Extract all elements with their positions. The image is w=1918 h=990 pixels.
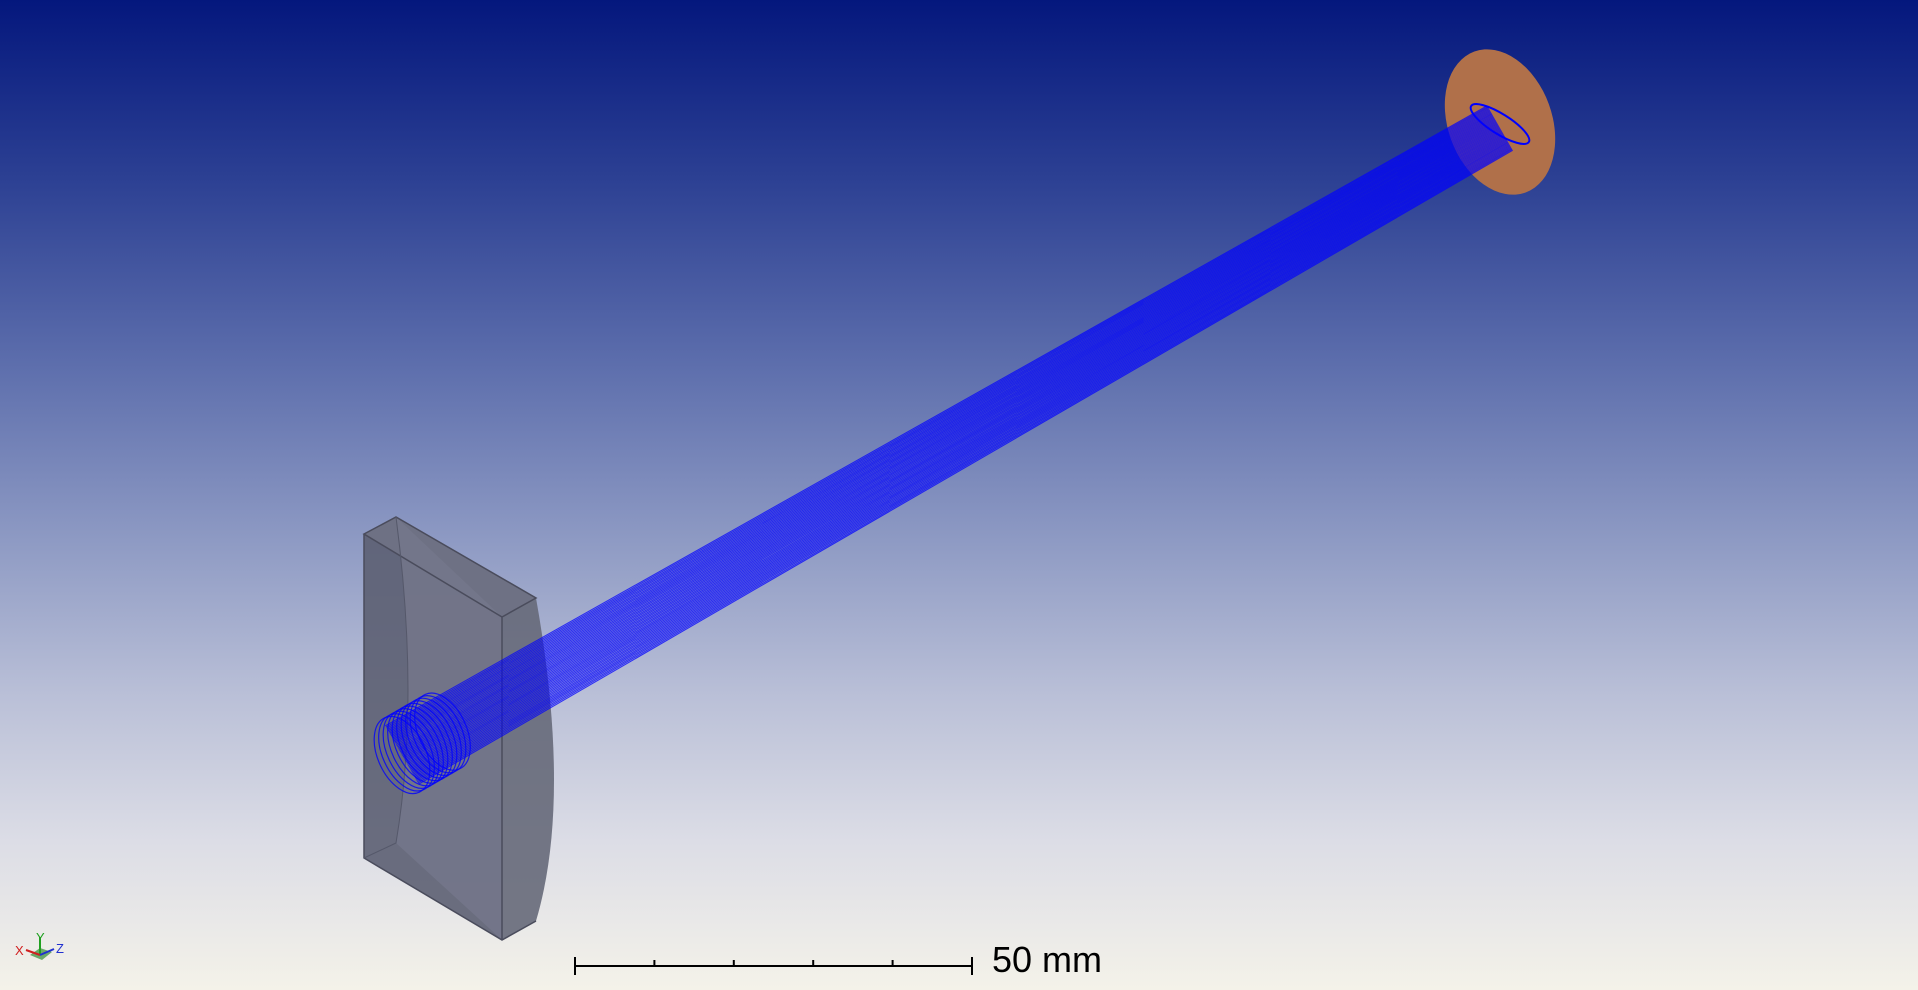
ray: [407, 135, 1505, 767]
ray: [391, 113, 1493, 738]
ray: [404, 131, 1503, 762]
ray: [392, 114, 1493, 739]
ray: [409, 138, 1507, 770]
ray: [402, 127, 1501, 757]
ray: [416, 146, 1512, 781]
lens-curve-edge: [363, 516, 409, 859]
ray: [387, 109, 1490, 732]
ray: [399, 124, 1499, 752]
ray: [401, 127, 1501, 755]
x-axis-icon: [25, 949, 41, 956]
ray: [395, 119, 1496, 745]
axis-triad[interactable]: X Y Z: [15, 930, 64, 960]
ray-end-rim: [1469, 103, 1531, 145]
ray: [394, 118, 1496, 744]
ray: [404, 130, 1503, 760]
ray: [406, 133, 1504, 764]
ray: [393, 116, 1495, 742]
ray: [403, 129, 1502, 759]
scale-bar: [574, 957, 973, 975]
ray: [399, 125, 1499, 753]
ray: [389, 110, 1491, 734]
ray: [405, 132, 1504, 763]
ray: [394, 117, 1495, 743]
y-axis-label: Y: [36, 930, 45, 945]
ray: [411, 140, 1508, 773]
ray: [388, 110, 1491, 733]
ray: [414, 145, 1511, 779]
ray: [409, 137, 1506, 769]
ray: [390, 111, 1492, 735]
ray: [402, 128, 1502, 758]
ray: [415, 145, 1511, 780]
ray: [410, 139, 1508, 771]
ray: [386, 107, 1489, 729]
ray: [390, 112, 1492, 737]
ray: [414, 144, 1510, 778]
ray: [416, 147, 1512, 783]
ray: [396, 120, 1497, 747]
ray-bundle[interactable]: [363, 98, 1534, 803]
ray: [385, 105, 1488, 727]
ray: [408, 136, 1506, 768]
ray: [412, 142, 1509, 775]
ray: [397, 122, 1498, 749]
ray: [397, 121, 1497, 748]
ray: [418, 149, 1513, 785]
ray: [398, 123, 1498, 750]
ray: [387, 108, 1490, 731]
x-axis-label: X: [15, 943, 24, 958]
scale-bar-label: 50 mm: [992, 939, 1103, 980]
ray: [400, 126, 1500, 754]
ray: [413, 143, 1510, 776]
ray-rim: [414, 692, 471, 771]
ray: [407, 134, 1505, 765]
z-axis-icon: [39, 948, 55, 956]
ray: [417, 148, 1513, 784]
z-axis-label: Z: [56, 941, 64, 956]
ray: [385, 106, 1489, 728]
ray: [412, 141, 1509, 774]
ray: [392, 115, 1494, 740]
